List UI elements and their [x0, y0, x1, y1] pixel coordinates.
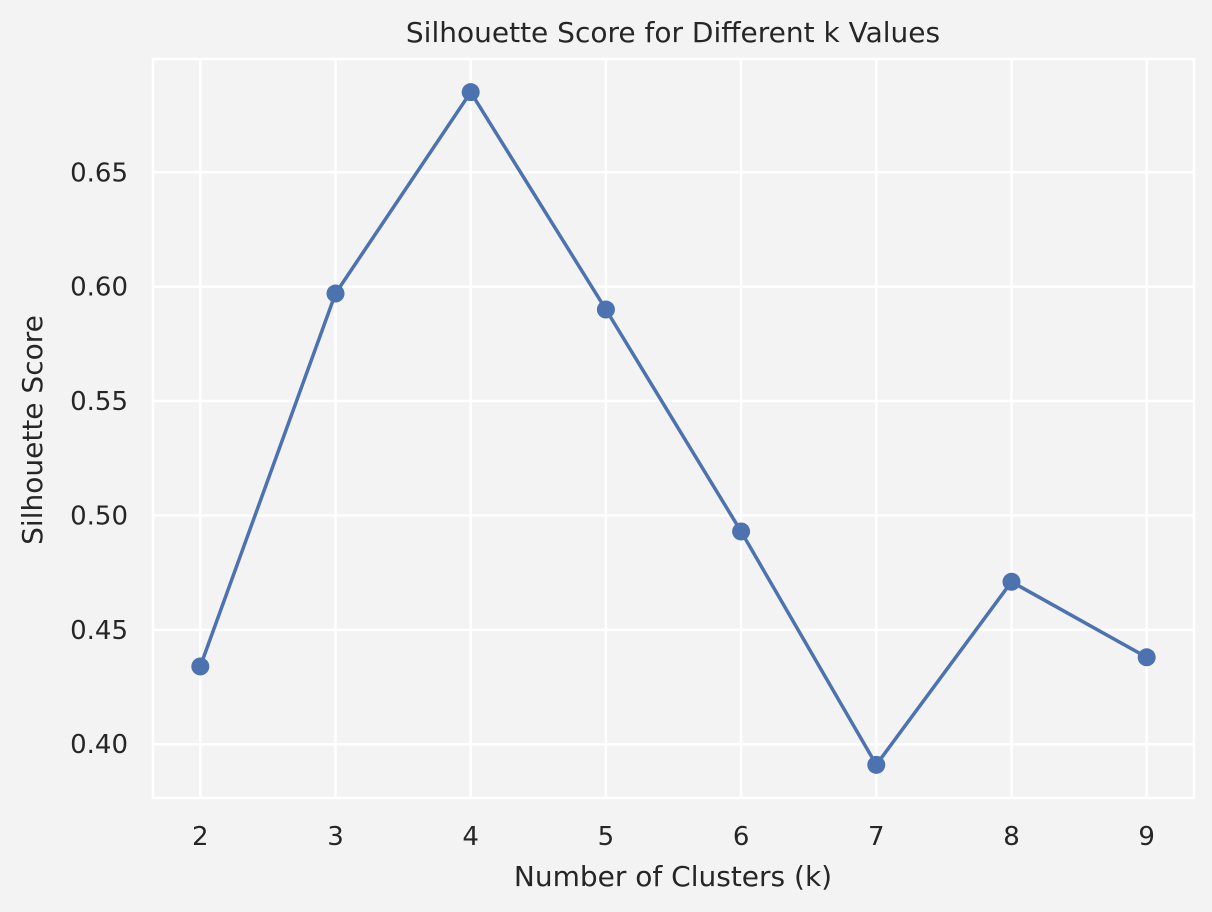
- chart-title: Silhouette Score for Different k Values: [406, 16, 940, 49]
- data-point-k5[interactable]: [596, 300, 615, 319]
- plot-area: [153, 59, 1194, 798]
- x-tick-label: 8: [1003, 822, 1020, 852]
- tick-layer: 2 3 4 5 6 7 8 9 0.40 0.45 0.50 0.55 0.60 0.65: [70, 158, 1155, 852]
- x-tick-label: 3: [327, 822, 344, 852]
- plot-frame: [151, 57, 1196, 800]
- data-point-k2[interactable]: [191, 657, 210, 676]
- x-tick-label: 5: [598, 822, 615, 852]
- y-axis-label: Silhouette Score: [16, 315, 49, 545]
- x-tick-label: 4: [462, 822, 479, 852]
- data-point-k3[interactable]: [326, 284, 345, 303]
- y-tick-label: 0.60: [70, 273, 128, 303]
- x-axis-label: Number of Clusters (k): [514, 860, 832, 893]
- data-point-k4[interactable]: [461, 83, 480, 102]
- x-tick-label: 7: [868, 822, 885, 852]
- series-line: [198, 90, 1149, 767]
- data-point-k9[interactable]: [1137, 648, 1156, 667]
- data-point-k7[interactable]: [867, 755, 886, 774]
- y-tick-label: 0.40: [70, 730, 128, 760]
- grid-layer: [153, 59, 1194, 798]
- data-point-k8[interactable]: [1002, 572, 1021, 591]
- y-tick-label: 0.65: [70, 158, 128, 188]
- series-layer: [191, 83, 1156, 774]
- y-tick-label: 0.50: [70, 501, 128, 531]
- data-point-k6[interactable]: [732, 522, 751, 541]
- x-tick-label: 2: [192, 822, 209, 852]
- y-tick-label: 0.55: [70, 387, 128, 417]
- y-tick-label: 0.45: [70, 616, 128, 646]
- x-tick-label: 9: [1138, 822, 1155, 852]
- x-tick-label: 6: [733, 822, 750, 852]
